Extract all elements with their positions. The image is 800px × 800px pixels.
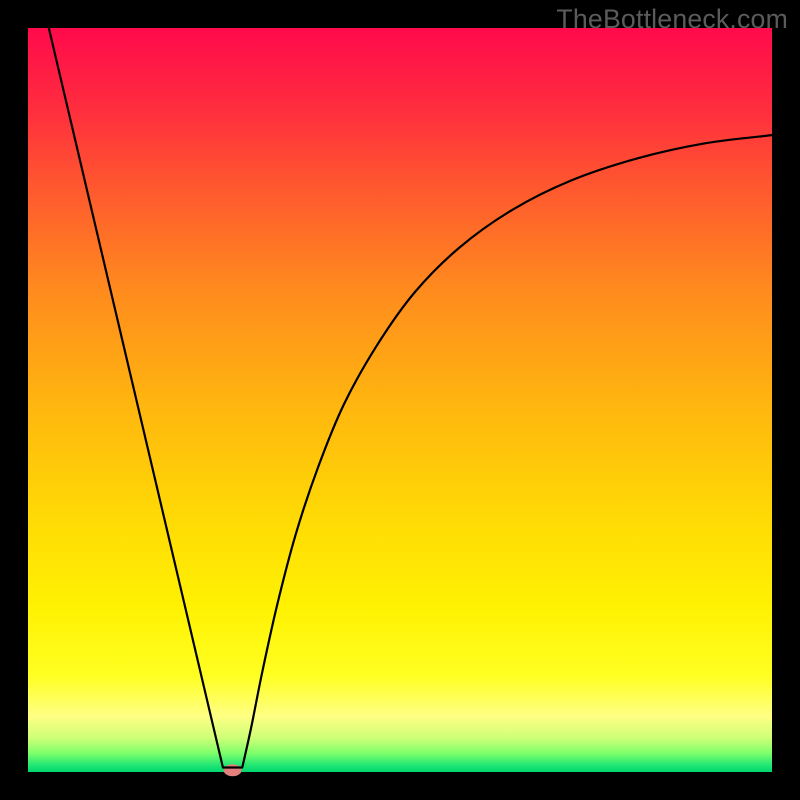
chart-stage: TheBottleneck.com [0,0,800,800]
gradient-background [28,28,772,772]
plot-area [0,0,800,800]
watermark-text: TheBottleneck.com [556,4,788,35]
optimum-marker [224,764,242,776]
chart-svg [0,0,800,800]
